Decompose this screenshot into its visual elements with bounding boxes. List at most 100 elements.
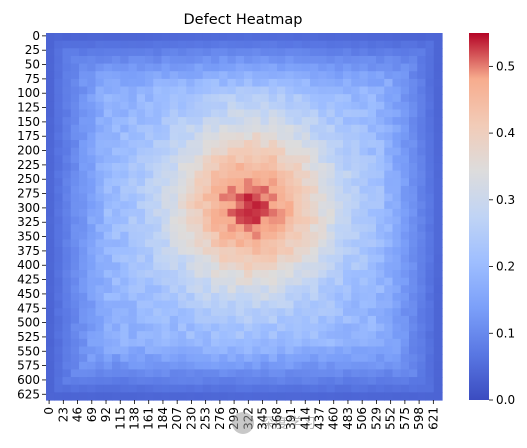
y-tick-label: 425 <box>17 273 40 287</box>
y-tick-label: 550 <box>17 344 40 358</box>
heatmap-cell <box>293 86 303 95</box>
y-tick-label: 325 <box>17 215 40 229</box>
heatmap-cell <box>219 392 229 401</box>
heatmap-cell <box>417 124 427 133</box>
heatmap-cell <box>409 384 418 393</box>
heatmap-cell <box>400 86 410 95</box>
heatmap-cell <box>425 124 435 133</box>
heatmap-cell <box>400 300 410 309</box>
heatmap-cell <box>367 285 377 294</box>
heatmap-cell <box>145 33 154 42</box>
heatmap-cell <box>153 101 163 111</box>
heatmap-cell <box>145 109 154 118</box>
heatmap-cell <box>178 216 187 225</box>
heatmap-cell <box>425 270 435 279</box>
heatmap-cell <box>95 323 105 332</box>
heatmap-cell <box>244 346 253 355</box>
heatmap-cell <box>409 63 418 72</box>
heatmap-cell <box>145 239 154 248</box>
heatmap-cell <box>161 48 171 57</box>
y-tick-label: 275 <box>17 187 40 201</box>
heatmap-cell <box>62 308 72 317</box>
x-tick-label: 69 <box>85 407 99 422</box>
heatmap-cell <box>95 170 105 179</box>
heatmap-cell <box>169 354 179 363</box>
heatmap-cell <box>318 247 328 256</box>
heatmap-cell <box>334 71 344 80</box>
heatmap-cell <box>252 300 262 309</box>
heatmap-cell <box>318 78 328 88</box>
heatmap-cell <box>95 377 105 386</box>
heatmap-cell <box>301 277 311 286</box>
heatmap-cell <box>417 55 427 65</box>
heatmap-cell <box>433 346 443 355</box>
heatmap-cell <box>425 338 435 348</box>
heatmap-cell <box>178 201 187 210</box>
heatmap-cell <box>87 140 97 149</box>
heatmap-cell <box>145 338 154 348</box>
heatmap-cell <box>326 285 336 294</box>
heatmap-cell <box>70 300 80 309</box>
heatmap-cell <box>145 117 154 126</box>
heatmap-cell <box>235 262 245 271</box>
heatmap-cell <box>343 338 352 348</box>
heatmap-cell <box>178 33 187 42</box>
heatmap-cell <box>359 147 369 156</box>
watermark-logo-icon <box>232 412 254 434</box>
heatmap-cell <box>186 170 196 179</box>
heatmap-cell <box>219 55 229 65</box>
heatmap-cell <box>145 346 154 355</box>
heatmap-cell <box>227 71 237 80</box>
heatmap-cell <box>153 147 163 156</box>
heatmap-cell <box>70 361 80 371</box>
heatmap-cell <box>136 377 146 386</box>
heatmap-cell <box>301 124 311 133</box>
heatmap-cell <box>285 63 295 72</box>
heatmap-cell <box>46 277 55 286</box>
heatmap-cell <box>334 55 344 65</box>
heatmap-cell <box>136 331 146 340</box>
heatmap-cell <box>301 239 311 248</box>
heatmap-cell <box>95 384 105 393</box>
heatmap-cell <box>351 185 361 195</box>
heatmap-cell <box>169 162 179 172</box>
heatmap-cell <box>128 392 138 401</box>
heatmap-cell <box>392 262 402 271</box>
y-tick-label: 625 <box>17 387 40 401</box>
heatmap-cell <box>112 201 121 210</box>
heatmap-cell <box>252 147 262 156</box>
heatmap-cell <box>384 361 394 371</box>
heatmap-cell <box>54 109 64 118</box>
heatmap-cell <box>186 33 196 42</box>
heatmap-cell <box>178 308 187 317</box>
y-tick-label: 475 <box>17 301 40 315</box>
heatmap-cell <box>219 147 229 156</box>
heatmap-cell <box>351 216 361 225</box>
heatmap-cell <box>128 147 138 156</box>
heatmap-cell <box>343 323 352 332</box>
heatmap-cell <box>326 78 336 88</box>
heatmap-cell <box>433 132 443 141</box>
heatmap-cell <box>351 224 361 233</box>
heatmap-cell <box>211 193 220 202</box>
heatmap-cell <box>194 48 204 57</box>
heatmap-cell <box>87 338 97 348</box>
heatmap-cell <box>87 361 97 371</box>
heatmap-cell <box>194 262 204 271</box>
heatmap-cell <box>54 361 64 371</box>
heatmap-cell <box>384 101 394 111</box>
heatmap-cell <box>367 216 377 225</box>
heatmap-cell <box>136 270 146 279</box>
heatmap-cell <box>376 140 385 149</box>
heatmap-cell <box>70 239 80 248</box>
heatmap-cell <box>211 262 220 271</box>
heatmap-cell <box>70 354 80 363</box>
heatmap-cell <box>268 185 278 195</box>
heatmap-cell <box>178 124 187 133</box>
heatmap-cell <box>103 155 113 164</box>
heatmap-cell <box>433 147 443 156</box>
heatmap-cell <box>46 308 55 317</box>
heatmap-cell <box>46 354 55 363</box>
watermark: 深度学习 <box>232 408 316 438</box>
heatmap-cell <box>227 247 237 256</box>
